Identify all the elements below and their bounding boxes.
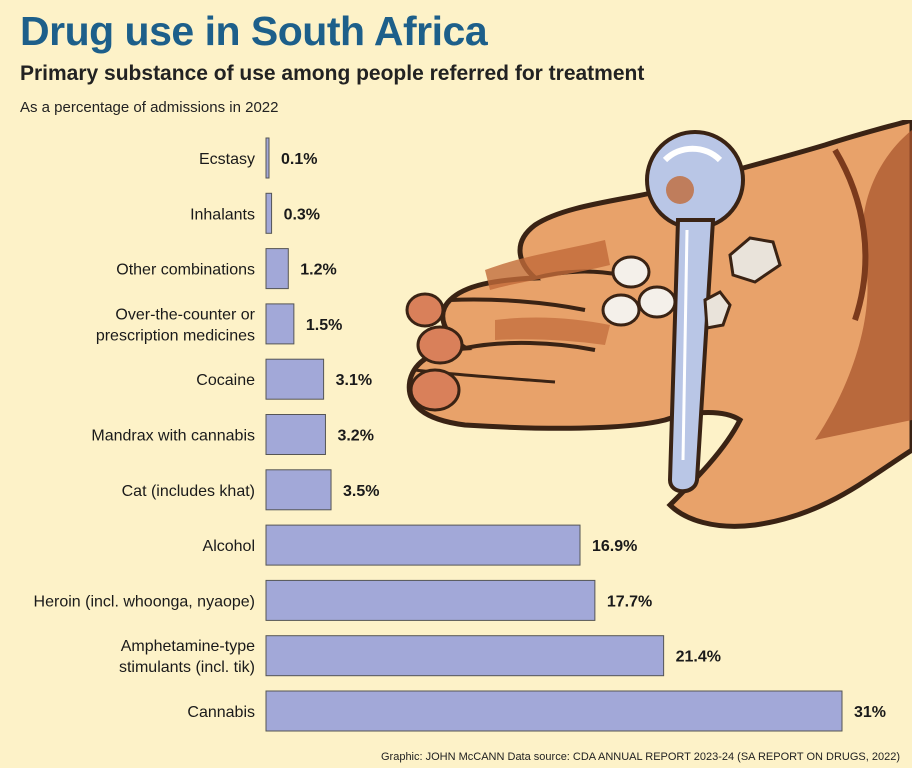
category-label-1: Inhalants [190, 206, 255, 223]
hand-holding-drugs-illustration [405, 120, 912, 529]
category-label-3-line-0: Over-the-counter or [115, 306, 255, 323]
bar-5 [265, 414, 326, 455]
value-label-2: 1.2% [300, 262, 336, 279]
chart-note: As a percentage of admissions in 2022 [20, 99, 279, 116]
value-label-4: 3.1% [336, 372, 372, 389]
bar-3 [265, 303, 295, 345]
category-label-2: Other combinations [116, 262, 255, 279]
category-label-9-line-1: stimulants (incl. tik) [119, 659, 255, 676]
bar-7 [265, 524, 581, 566]
value-label-9: 21.4% [676, 649, 721, 666]
page-title: Drug use in South Africa [20, 8, 488, 54]
category-label-7: Alcohol [203, 538, 255, 555]
category-label-6: Cat (includes khat) [122, 483, 255, 500]
category-label-4: Cocaine [196, 372, 255, 389]
category-label-8: Heroin (incl. whoonga, nyaope) [34, 593, 255, 610]
value-label-10: 31% [854, 704, 886, 721]
category-label-0: Ecstasy [199, 151, 255, 168]
bar-10 [265, 690, 843, 732]
value-label-6: 3.5% [343, 483, 379, 500]
bar-4 [265, 358, 325, 400]
source-credit: Graphic: JOHN McCANN Data source: CDA AN… [380, 751, 900, 763]
bar-0 [265, 137, 270, 179]
value-label-1: 0.3% [284, 206, 320, 223]
bar-1 [265, 192, 273, 234]
category-label-9-line-0: Amphetamine-type [121, 638, 255, 655]
bar-6 [265, 469, 332, 511]
bar-9 [265, 635, 665, 677]
value-label-5: 3.2% [337, 428, 373, 445]
category-label-10: Cannabis [187, 704, 255, 721]
chart-subtitle: Primary substance of use among people re… [20, 62, 645, 85]
category-label-5: Mandrax with cannabis [91, 428, 255, 445]
value-label-0: 0.1% [281, 151, 317, 168]
category-label-3-line-1: prescription medicines [96, 327, 255, 344]
value-label-8: 17.7% [607, 593, 652, 610]
bar-2 [265, 248, 289, 290]
value-label-3: 1.5% [306, 317, 342, 334]
bar-8 [265, 579, 596, 621]
value-label-7: 16.9% [592, 538, 637, 555]
